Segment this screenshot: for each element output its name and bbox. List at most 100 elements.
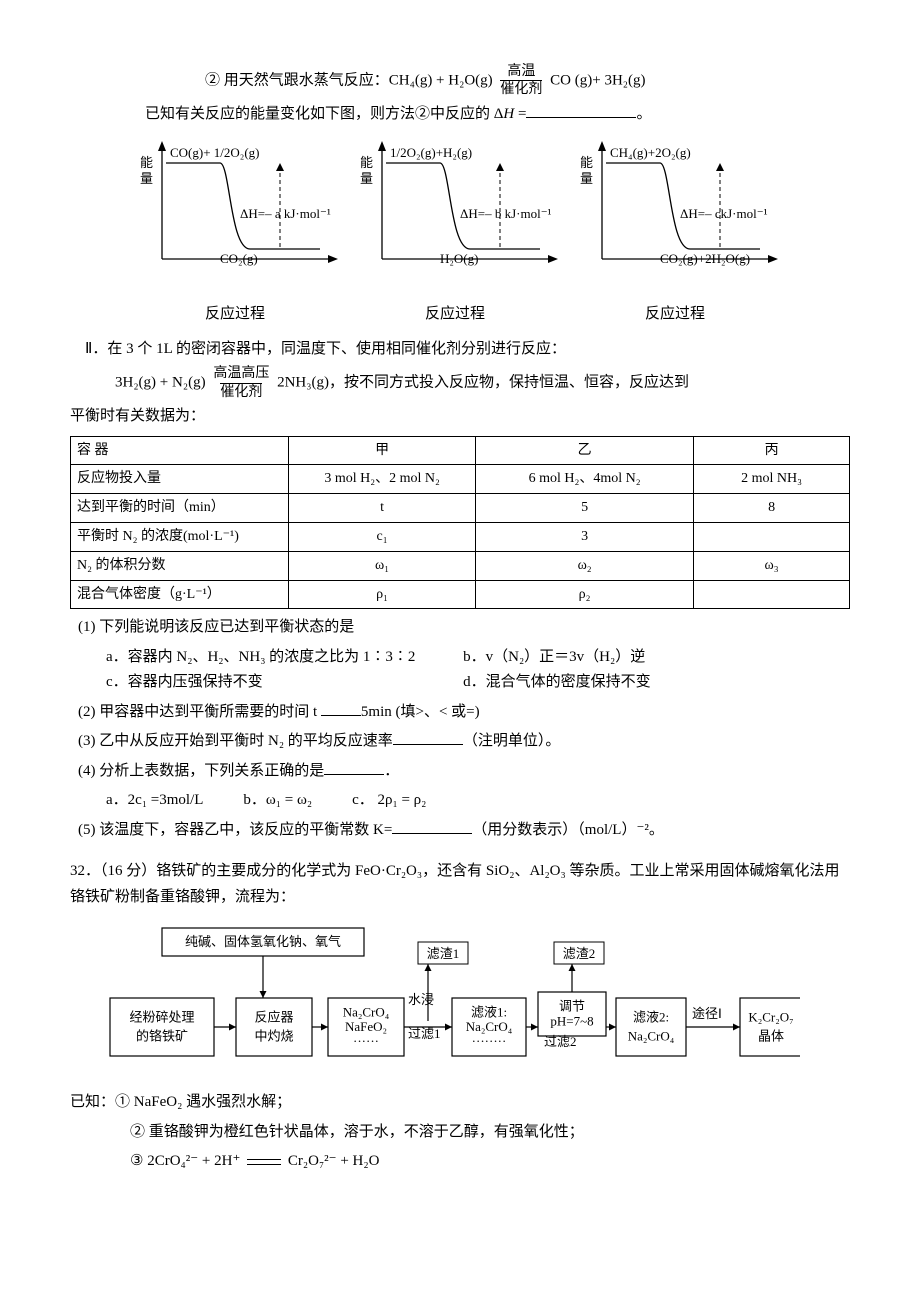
svg-text:pH=7~8: pH=7~8 — [550, 1014, 593, 1029]
svg-text:能: 能 — [580, 155, 593, 170]
q1b: b．v（N₂）正＝3v（H₂）逆 — [463, 645, 820, 671]
table-header: 丙 — [694, 436, 850, 465]
svg-text:量: 量 — [140, 171, 153, 186]
svg-text:NaFeO₂: NaFeO₂ — [345, 1019, 387, 1034]
axis-x-label: 反应过程 — [570, 301, 780, 327]
svg-text:Na₂CrO₄: Na₂CrO₄ — [628, 1029, 675, 1044]
q1c: c．容器内压强保持不变 — [106, 670, 463, 696]
svg-text:······: ······ — [353, 1034, 379, 1049]
svg-text:CO₂(g)+2H₂O(g): CO₂(g)+2H₂O(g) — [660, 251, 750, 266]
row-label: 混合气体密度（g·L⁻¹） — [71, 580, 289, 609]
eq-cond-top: 高温高压 — [213, 366, 269, 382]
method2-rhs: CO (g)+ 3H₂(g) — [550, 72, 645, 88]
svg-text:晶体: 晶体 — [758, 1029, 784, 1044]
svg-text:ΔH=– b kJ·mol⁻¹: ΔH=– b kJ·mol⁻¹ — [460, 206, 552, 221]
energy-panel: 能量CO(g)+ 1/2O₂(g)ΔH=– a kJ·mol⁻¹CO₂(g) — [130, 137, 340, 301]
q2-pre: (2) 甲容器中达到平衡所需要的时间 t — [78, 704, 321, 720]
svg-text:的铬铁矿: 的铬铁矿 — [136, 1029, 188, 1044]
axis-x-label: 反应过程 — [350, 301, 560, 327]
svg-text:纯碱、固体氢氧化钠、氧气: 纯碱、固体氢氧化钠、氧气 — [185, 934, 341, 949]
flowchart: 纯碱、固体氢氧化钠、氧气经粉碎处理的铬铁矿反应器中灼烧Na₂CrO₄NaFeO₂… — [100, 920, 850, 1080]
k1: ① NaFeO₂ 遇水强烈水解； — [115, 1094, 291, 1110]
eq-cond: 高温高压 催化剂 — [213, 366, 269, 400]
svg-text:CO(g)+ 1/2O₂(g): CO(g)+ 1/2O₂(g) — [170, 145, 260, 160]
svg-text:滤渣2: 滤渣2 — [563, 946, 596, 961]
q1d: d．混合气体的密度保持不变 — [463, 670, 820, 696]
k2: ② 重铬酸钾为橙红色针状晶体，溶于水，不溶于乙醇，有强氧化性； — [70, 1120, 850, 1146]
q1-opts: a．容器内 N₂、H₂、NH₃ 的浓度之比为 1∶3∶2 b．v（N₂）正＝3v… — [106, 645, 850, 696]
cell: 3 — [476, 522, 694, 551]
cell: ω₁ — [289, 551, 476, 580]
svg-text:滤液1:: 滤液1: — [471, 1005, 507, 1020]
blank-q4 — [324, 759, 384, 775]
blank-deltaH — [526, 102, 636, 118]
k3: ③ 2CrO₄²⁻ + 2H⁺ Cr₂O₇²⁻ + H₂O — [70, 1149, 850, 1175]
blank-q5 — [392, 818, 472, 834]
cell: ρ₂ — [476, 580, 694, 609]
svg-text:Na₂CrO₄: Na₂CrO₄ — [466, 1019, 513, 1034]
table-row: 达到平衡的时间（min）t58 — [71, 494, 850, 523]
q4-text: (4) 分析上表数据，下列关系正确的是 — [78, 763, 324, 779]
q5-pre: (5) 该温度下，容器乙中，该反应的平衡常数 K= — [78, 822, 392, 838]
cell: 3 mol H₂、2 mol N₂ — [289, 465, 476, 494]
svg-text:1/2O₂(g)+H₂(g): 1/2O₂(g)+H₂(g) — [390, 145, 472, 160]
q32-head: 32．（16 分）铬铁矿的主要成分的化学式为 FeO·Cr₂O₃，还含有 SiO… — [70, 859, 850, 910]
part2-tail: 平衡时有关数据为： — [70, 404, 850, 430]
table-row: N₂ 的体积分数ω₁ω₂ω₃ — [71, 551, 850, 580]
blank-q2 — [321, 700, 361, 716]
table-row: 反应物投入量3 mol H₂、2 mol N₂6 mol H₂、4mol N₂2… — [71, 465, 850, 494]
known-eq: = — [514, 106, 526, 122]
eq-lhs: 3H₂(g) + N₂(g) — [115, 375, 206, 391]
svg-text:中灼烧: 中灼烧 — [254, 1029, 293, 1044]
svg-text:CH₄(g)+2O₂(g): CH₄(g)+2O₂(g) — [610, 145, 691, 160]
row-label: 反应物投入量 — [71, 465, 289, 494]
svg-text:水浸: 水浸 — [408, 992, 434, 1007]
cell: t — [289, 494, 476, 523]
table-row: 混合气体密度（g·L⁻¹）ρ₁ρ₂ — [71, 580, 850, 609]
svg-text:Na₂CrO₄: Na₂CrO₄ — [343, 1005, 390, 1020]
k3-r: Cr₂O₇²⁻ + H₂O — [288, 1153, 380, 1169]
equilibrium-table: 容 器甲乙丙反应物投入量3 mol H₂、2 mol N₂6 mol H₂、4m… — [70, 436, 850, 610]
known-line: 已知有关反应的能量变化如下图，则方法②中反应的 ΔH =。 — [70, 102, 850, 128]
method2-line: ② 用天然气跟水蒸气反应：CH₄(g) + H₂O(g) 高温 催化剂 CO (… — [70, 64, 850, 98]
energy-panel: 能量1/2O₂(g)+H₂(g)ΔH=– b kJ·mol⁻¹H₂O(g) — [350, 137, 560, 301]
known-text: 已知有关反应的能量变化如下图，则方法②中反应的 Δ — [145, 106, 503, 122]
flowchart-svg: 纯碱、固体氢氧化钠、氧气经粉碎处理的铬铁矿反应器中灼烧Na₂CrO₄NaFeO₂… — [100, 920, 800, 1080]
q1a: a．容器内 N₂、H₂、NH₃ 的浓度之比为 1∶3∶2 — [106, 645, 463, 671]
q4b: b．ω₁ = ω₂ — [243, 788, 312, 814]
q4-opts: a．2c₁ =3mol/L b．ω₁ = ω₂ c． 2ρ₁ = ρ₂ — [106, 788, 850, 814]
q3-post: （注明单位）。 — [463, 733, 561, 749]
row-label: N₂ 的体积分数 — [71, 551, 289, 580]
table-header: 乙 — [476, 436, 694, 465]
cond-bot: 催化剂 — [500, 80, 542, 97]
eq-rhs: 2NH₃(g)，按不同方式投入反应物，保持恒温、恒容，反应达到 — [277, 375, 689, 391]
cell — [694, 522, 850, 551]
svg-text:过滤1: 过滤1 — [408, 1026, 441, 1041]
q5-post: （用分数表示）（mol/L）⁻²。 — [472, 822, 664, 838]
svg-text:调节: 调节 — [559, 999, 585, 1014]
table-header: 容 器 — [71, 436, 289, 465]
q1: (1) 下列能说明该反应已达到平衡状态的是 — [78, 615, 850, 641]
table-header: 甲 — [289, 436, 476, 465]
svg-text:能: 能 — [360, 155, 373, 170]
row-label: 达到平衡的时间（min） — [71, 494, 289, 523]
part2-intro: Ⅱ．在 3 个 1L 的密闭容器中，同温度下、使用相同催化剂分别进行反应： — [70, 337, 850, 363]
svg-text:反应器: 反应器 — [254, 1010, 293, 1025]
energy-diagram-row: 能量CO(g)+ 1/2O₂(g)ΔH=– a kJ·mol⁻¹CO₂(g)反应… — [130, 137, 850, 327]
table-row: 平衡时 N₂ 的浓度(mol·L⁻¹)c₁3 — [71, 522, 850, 551]
svg-text:量: 量 — [360, 171, 373, 186]
cell: 2 mol NH₃ — [694, 465, 850, 494]
k3-l: ③ 2CrO₄²⁻ + 2H⁺ — [130, 1153, 240, 1169]
part2-eq: 3H₂(g) + N₂(g) 高温高压 催化剂 2NH₃(g)，按不同方式投入反… — [70, 366, 850, 400]
known-block: 已知：① NaFeO₂ 遇水强烈水解； — [70, 1090, 850, 1116]
svg-text:ΔH=– ckJ·mol⁻¹: ΔH=– ckJ·mol⁻¹ — [680, 206, 768, 221]
svg-text:经粉碎处理: 经粉碎处理 — [129, 1010, 194, 1025]
q2-post: 5min (填>、< 或=) — [361, 704, 480, 720]
svg-text:ΔH=– a kJ·mol⁻¹: ΔH=– a kJ·mol⁻¹ — [240, 206, 331, 221]
known-label: 已知： — [70, 1094, 115, 1110]
equilibrium-arrow-icon — [247, 1155, 281, 1169]
row-label: 平衡时 N₂ 的浓度(mol·L⁻¹) — [71, 522, 289, 551]
cell: ω₂ — [476, 551, 694, 580]
cell: c₁ — [289, 522, 476, 551]
cell: ρ₁ — [289, 580, 476, 609]
